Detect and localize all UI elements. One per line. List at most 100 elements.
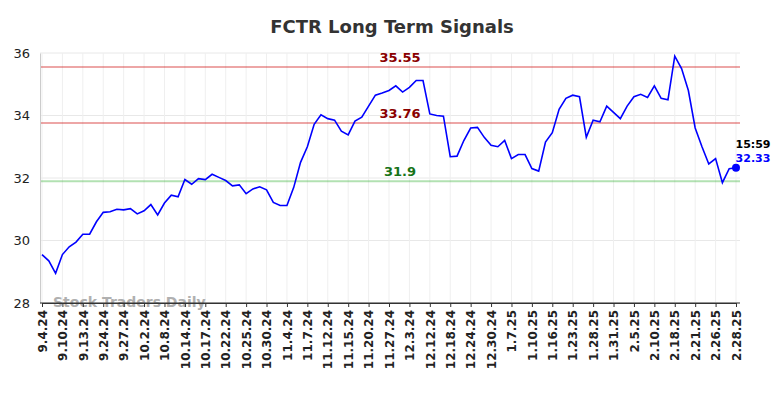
x-tick-label: 12.3.24 bbox=[403, 310, 417, 361]
grid-line-x bbox=[450, 53, 451, 303]
x-tick-label: 10.25.24 bbox=[240, 310, 254, 369]
grid-line-x bbox=[511, 53, 512, 303]
grid-line-x bbox=[327, 53, 328, 303]
x-tick: 12.3.24 bbox=[403, 303, 417, 361]
x-tick-mark bbox=[430, 303, 431, 307]
x-tick-label: 9.24.24 bbox=[97, 310, 111, 361]
x-tick-label: 11.15.24 bbox=[342, 310, 356, 369]
x-tick: 10.22.24 bbox=[219, 303, 233, 369]
signal-line bbox=[40, 122, 740, 124]
x-tick-label: 9.4.24 bbox=[36, 310, 50, 353]
x-tick: 12.12.24 bbox=[424, 303, 438, 369]
x-tick: 11.27.24 bbox=[383, 303, 397, 369]
x-tick: 2.21.25 bbox=[689, 303, 703, 361]
watermark: Stock Traders Daily bbox=[53, 294, 206, 310]
x-tick-label: 2.10.25 bbox=[648, 310, 662, 361]
x-tick-mark bbox=[103, 303, 104, 307]
x-tick: 10.14.24 bbox=[179, 303, 193, 369]
x-tick-mark bbox=[83, 303, 84, 307]
y-axis-line bbox=[40, 54, 41, 304]
x-tick-mark bbox=[42, 303, 43, 307]
x-tick-mark bbox=[552, 303, 553, 307]
x-tick: 2.5.25 bbox=[628, 303, 642, 353]
grid-line-x bbox=[572, 53, 573, 303]
last-point-marker bbox=[732, 164, 740, 172]
x-tick: 2.28.25 bbox=[730, 303, 744, 361]
x-tick-mark bbox=[124, 303, 125, 307]
grid-line-x bbox=[368, 53, 369, 303]
x-tick-mark bbox=[675, 303, 676, 307]
grid-line-x bbox=[674, 53, 675, 303]
y-tick: 28 bbox=[13, 296, 40, 311]
x-tick-label: 11.12.24 bbox=[321, 310, 335, 369]
x-tick-mark bbox=[593, 303, 594, 307]
x-tick: 11.4.24 bbox=[281, 303, 295, 361]
x-tick-mark bbox=[573, 303, 574, 307]
grid-line-x bbox=[633, 53, 634, 303]
x-tick-label: 2.28.25 bbox=[730, 310, 744, 361]
x-tick-label: 10.8.24 bbox=[158, 310, 172, 361]
x-tick: 12.24.24 bbox=[464, 303, 478, 369]
x-tick-label: 10.2.24 bbox=[138, 310, 152, 361]
signal-label: 31.9 bbox=[384, 164, 416, 179]
x-tick-label: 12.30.24 bbox=[485, 310, 499, 369]
x-tick-mark bbox=[144, 303, 145, 307]
x-tick-mark bbox=[328, 303, 329, 307]
x-tick-label: 2.21.25 bbox=[689, 310, 703, 361]
grid-line-x bbox=[266, 53, 267, 303]
grid-line-x bbox=[82, 53, 83, 303]
grid-line-y bbox=[40, 240, 740, 241]
grid-line-x bbox=[613, 53, 614, 303]
x-tick-mark bbox=[348, 303, 349, 307]
x-tick-label: 10.17.24 bbox=[199, 310, 213, 369]
grid-line-x bbox=[205, 53, 206, 303]
x-tick: 1.28.25 bbox=[587, 303, 601, 361]
x-tick-mark bbox=[287, 303, 288, 307]
x-tick: 10.8.24 bbox=[158, 303, 172, 361]
x-tick-mark bbox=[716, 303, 717, 307]
x-tick-label: 2.5.25 bbox=[628, 310, 642, 353]
x-tick: 11.15.24 bbox=[342, 303, 356, 369]
x-tick-label: 2.26.25 bbox=[709, 310, 723, 361]
x-tick-mark bbox=[614, 303, 615, 307]
x-tick-label: 11.7.24 bbox=[301, 310, 315, 361]
x-tick: 9.27.24 bbox=[117, 303, 131, 361]
x-tick-mark bbox=[307, 303, 308, 307]
signal-label: 35.55 bbox=[379, 50, 420, 65]
x-tick-label: 9.13.24 bbox=[77, 310, 91, 361]
x-tick-label: 1.10.25 bbox=[526, 310, 540, 361]
x-tick-label: 1.16.25 bbox=[546, 310, 560, 361]
x-tick: 1.31.25 bbox=[607, 303, 621, 361]
x-tick: 11.7.24 bbox=[301, 303, 315, 361]
grid-line-x bbox=[225, 53, 226, 303]
x-tick-mark bbox=[409, 303, 410, 307]
grid-line-x bbox=[184, 53, 185, 303]
x-tick: 9.4.24 bbox=[36, 303, 50, 353]
y-tick: 32 bbox=[13, 171, 40, 186]
grid-line-x bbox=[144, 53, 145, 303]
grid-line-x bbox=[491, 53, 492, 303]
grid-line-x bbox=[715, 53, 716, 303]
x-tick-mark bbox=[736, 303, 737, 307]
x-tick: 1.7.25 bbox=[505, 303, 519, 353]
x-tick: 10.2.24 bbox=[138, 303, 152, 361]
grid-line-x bbox=[246, 53, 247, 303]
grid bbox=[40, 53, 740, 303]
x-tick-mark bbox=[205, 303, 206, 307]
x-tick-label: 11.27.24 bbox=[383, 310, 397, 369]
grid-line-x bbox=[62, 53, 63, 303]
grid-line-x bbox=[552, 53, 553, 303]
y-tick-label: 36 bbox=[13, 46, 30, 61]
x-tick: 11.12.24 bbox=[321, 303, 335, 369]
chart-title: FCTR Long Term Signals bbox=[270, 16, 514, 37]
x-tick-label: 10.30.24 bbox=[260, 310, 274, 369]
x-axis: 9.4.249.10.249.13.249.24.249.27.2410.2.2… bbox=[36, 303, 744, 369]
x-tick-mark bbox=[491, 303, 492, 307]
grid-line-x bbox=[654, 53, 655, 303]
grid-line-x bbox=[42, 53, 43, 303]
x-tick-mark bbox=[511, 303, 512, 307]
x-tick: 10.17.24 bbox=[199, 303, 213, 369]
x-tick: 9.24.24 bbox=[97, 303, 111, 361]
x-tick: 1.23.25 bbox=[566, 303, 580, 361]
x-tick-label: 1.31.25 bbox=[607, 310, 621, 361]
